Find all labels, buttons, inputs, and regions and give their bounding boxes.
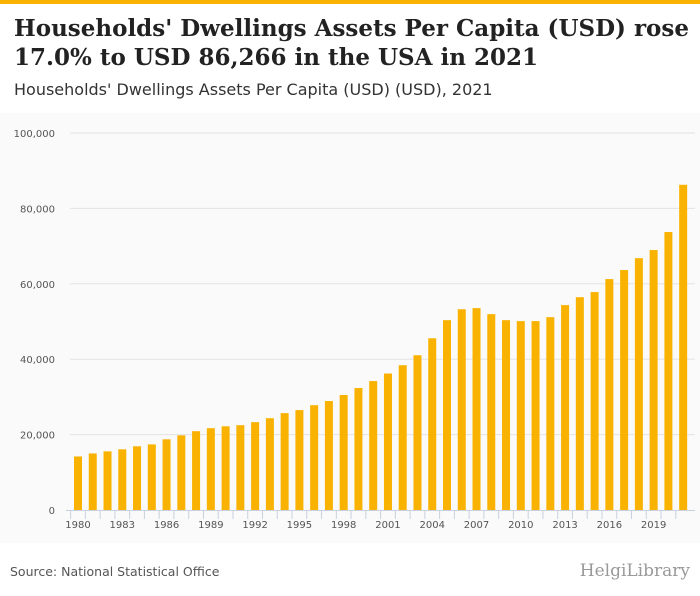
bar-2020 [664, 232, 673, 511]
bar-1980 [74, 456, 82, 510]
x-tick-label: 1995 [287, 520, 312, 531]
bar-2004 [428, 338, 437, 510]
x-tick-label: 2016 [597, 520, 622, 531]
bar-2005 [443, 320, 451, 510]
x-tick-label: 1983 [110, 520, 135, 531]
bar-2014 [575, 297, 584, 510]
x-tick-label: 1980 [65, 520, 90, 531]
y-tick-label: 100,000 [14, 129, 55, 140]
bar-2021 [679, 184, 688, 511]
bar-2011 [531, 321, 540, 510]
bar-1984 [133, 446, 142, 510]
bar-2018 [634, 258, 643, 510]
bar-2000 [369, 381, 378, 510]
bar-2007 [472, 308, 481, 510]
bar-1998 [339, 395, 348, 510]
bar-2008 [487, 314, 496, 510]
bar-1986 [162, 439, 171, 510]
helgilibrary-logo: HelgiLibrary [579, 561, 690, 581]
bar-2016 [605, 279, 614, 510]
bar-1995 [295, 410, 304, 510]
bar-1985 [147, 444, 156, 510]
bar-1991 [236, 425, 245, 510]
source-note: Source: National Statistical Office [10, 564, 220, 579]
bar-2009 [502, 320, 511, 510]
y-tick-label: 0 [49, 506, 55, 517]
bar-2001 [383, 373, 392, 510]
x-tick-label: 1998 [331, 520, 356, 531]
y-tick-label: 20,000 [20, 431, 55, 442]
x-tick-label: 2010 [508, 520, 533, 531]
bar-1996 [310, 405, 319, 510]
x-tick-label: 1986 [154, 520, 179, 531]
y-tick-label: 40,000 [20, 355, 55, 366]
bar-1990 [221, 426, 230, 510]
x-tick-label: 2001 [375, 520, 400, 531]
bar-2002 [398, 365, 407, 510]
bar-2013 [561, 305, 570, 510]
bar-2019 [649, 250, 658, 510]
y-tick-label: 60,000 [20, 280, 55, 291]
bar-2015 [590, 292, 599, 510]
x-tick-label: 2019 [641, 520, 666, 531]
bar-1983 [118, 449, 127, 510]
y-tick-label: 80,000 [20, 204, 55, 215]
bar-2010 [516, 321, 525, 510]
accent-bar [0, 0, 700, 4]
bar-1992 [251, 422, 260, 510]
bar-2003 [413, 355, 422, 510]
bar-1982 [103, 451, 112, 510]
page-title: Households' Dwellings Assets Per Capita … [14, 15, 689, 71]
x-tick-label: 2004 [420, 520, 445, 531]
bar-1997 [324, 401, 333, 510]
bar-1993 [265, 418, 274, 510]
x-tick-label: 2013 [552, 520, 577, 531]
x-tick-label: 2007 [464, 520, 489, 531]
x-tick-label: 1989 [198, 520, 223, 531]
bar-1999 [354, 388, 363, 510]
bar-2012 [546, 317, 555, 510]
bar-1989 [206, 428, 215, 510]
bar-1994 [280, 413, 289, 510]
chart-subtitle: Households' Dwellings Assets Per Capita … [14, 80, 493, 99]
bar-2006 [457, 309, 466, 510]
bar-1988 [192, 431, 201, 510]
bar-1981 [88, 453, 97, 510]
bar-2017 [620, 270, 629, 510]
bar-1987 [177, 435, 186, 510]
x-tick-label: 1992 [242, 520, 267, 531]
